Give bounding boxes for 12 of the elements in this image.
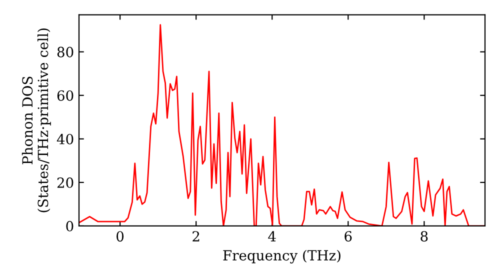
x-axis-title: Frequency (THz) (223, 250, 340, 264)
x-tick-label: 8 (420, 231, 428, 242)
y-tick-label: 40 (56, 134, 74, 144)
y-tick-label: 0 (66, 220, 74, 232)
x-tick-label: 0 (116, 231, 124, 242)
y-tick-label: 20 (57, 177, 74, 188)
y-axis-title: Phonon DOS (States/THz·primitive cell) (22, 28, 51, 212)
y-tick-label: 80 (57, 46, 74, 58)
y-tick-label: 60 (57, 90, 74, 101)
x-tick-label: 2 (192, 231, 200, 242)
x-tick-label: 4 (268, 231, 276, 242)
x-tick-label: 6 (344, 231, 352, 242)
